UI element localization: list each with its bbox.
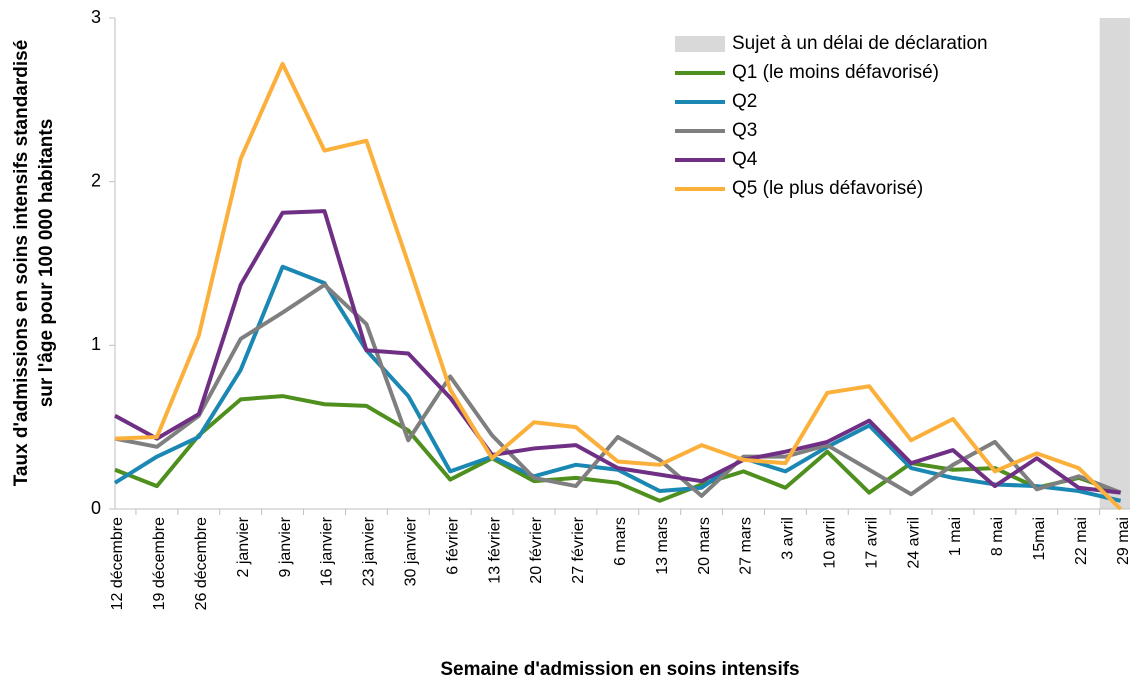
- y-tick-label: 2: [91, 170, 101, 190]
- y-tick-label: 1: [91, 334, 101, 354]
- x-tick-label: 19 décembre: [151, 517, 168, 610]
- x-tick-label: 23 janvier: [361, 516, 378, 586]
- legend-label: Sujet à un délai de déclaration: [732, 33, 988, 54]
- x-tick-label: 13 février: [486, 516, 503, 583]
- legend-label: Q3: [732, 120, 757, 141]
- x-tick-label: 6 mars: [612, 517, 629, 566]
- x-tick-label: 30 janvier: [403, 516, 420, 586]
- x-tick-label: 6 février: [444, 516, 461, 574]
- x-tick-label: 15mai: [1031, 517, 1048, 561]
- x-tick-label: 9 janvier: [277, 516, 294, 577]
- series-line: [114, 394, 1122, 503]
- x-tick-label: 2 janvier: [235, 516, 252, 577]
- legend-label: Q2: [732, 91, 757, 112]
- x-tick-label: 3 avril: [780, 517, 797, 560]
- x-tick-label: 13 mars: [654, 517, 671, 575]
- x-tick-label: 20 mars: [696, 517, 713, 575]
- x-tick-label: 27 février: [570, 516, 587, 583]
- x-tick-label: 20 février: [528, 516, 545, 583]
- y-tick-label: 3: [91, 7, 101, 27]
- legend-label: Q4: [732, 149, 758, 170]
- x-tick-label: 27 mars: [738, 517, 755, 575]
- x-tick-label: 12 décembre: [109, 517, 126, 610]
- x-axis-title: Semaine d'admission en soins intensifs: [440, 659, 799, 680]
- x-tick-label: 26 décembre: [193, 517, 210, 610]
- x-tick-label: 1 mai: [947, 517, 964, 556]
- x-tick-label: 10 avril: [822, 517, 839, 569]
- y-tick-label: 0: [91, 498, 101, 518]
- legend-label: Q1 (le moins défavorisé): [732, 62, 939, 83]
- legend-label: Q5 (le plus défavorisé): [732, 178, 923, 199]
- x-tick-label: 17 avril: [863, 517, 880, 569]
- legend-swatch: [675, 36, 725, 52]
- x-tick-label: 22 mai: [1073, 517, 1090, 565]
- x-tick-label: 16 janvier: [319, 516, 336, 586]
- x-tick-label: 8 mai: [989, 517, 1006, 556]
- series-line: [114, 61, 1122, 511]
- y-axis-title: sur l'âge pour 100 000 habitants: [36, 119, 57, 408]
- series-line: [114, 282, 1122, 498]
- x-tick-label: 24 avril: [905, 517, 922, 569]
- y-axis-title: Taux d'admissions en soins intensifs sta…: [11, 40, 32, 487]
- x-tick-label: 29 mai: [1115, 517, 1130, 565]
- series-line: [114, 209, 1121, 495]
- shaded-region: [1099, 18, 1130, 509]
